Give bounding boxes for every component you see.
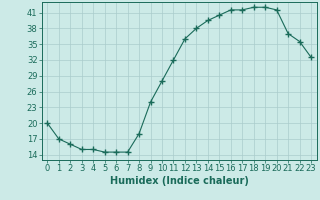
X-axis label: Humidex (Indice chaleur): Humidex (Indice chaleur) xyxy=(110,176,249,186)
